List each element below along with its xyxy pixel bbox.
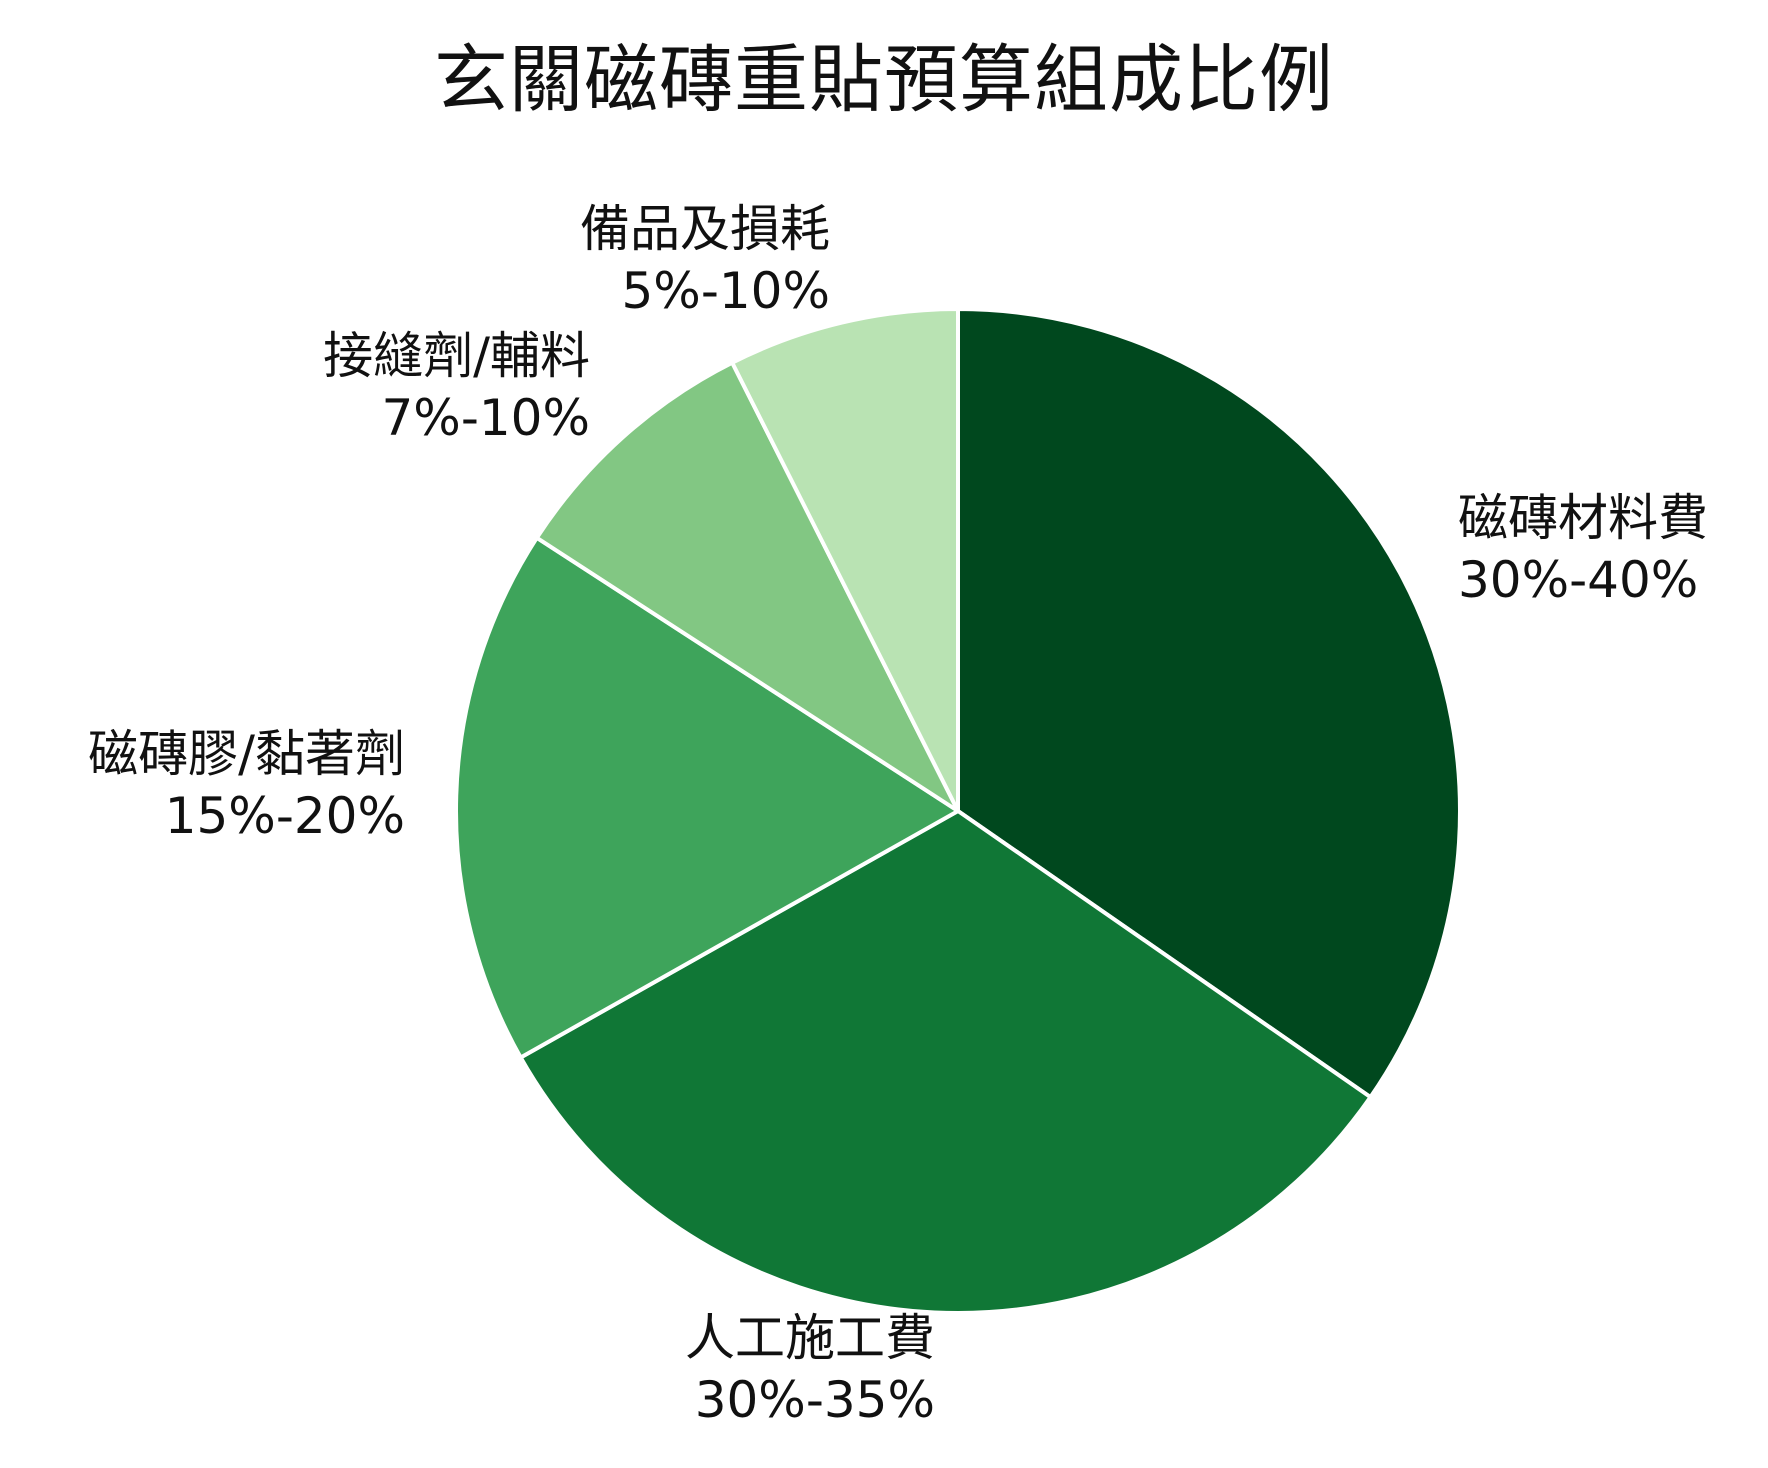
slice-tile-material (956, 307, 1462, 1100)
slice-labor (518, 809, 1373, 1315)
slice-label-spares: 備品及損耗 5%-10% (480, 198, 830, 322)
slice-label-range: 30%-35% (694, 1371, 935, 1429)
slice-label-adhesive: 磁磚膠/黏著劑 15%-20% (20, 723, 405, 847)
slice-grout (534, 360, 960, 813)
slice-label-text: 備品及損耗 (580, 200, 830, 258)
slice-label-range: 5%-10% (621, 262, 831, 320)
slice-label-labor: 人工施工費 30%-35% (630, 1307, 935, 1431)
slice-label-text: 磁磚材料費 (1458, 489, 1708, 547)
slice-label-text: 接縫劑/輔料 (323, 327, 590, 385)
chart-title: 玄關磁磚重貼預算組成比例 (434, 37, 1334, 123)
slice-label-tile-material: 磁磚材料費 30%-40% (1458, 487, 1708, 611)
slice-label-text: 人工施工費 (685, 1309, 935, 1367)
slice-adhesive (454, 535, 960, 1060)
slice-label-range: 15%-20% (164, 787, 405, 845)
slice-label-grout: 接縫劑/輔料 7%-10% (240, 325, 590, 449)
slice-label-text: 磁磚膠/黏著劑 (88, 725, 405, 783)
slice-label-range: 30%-40% (1458, 551, 1699, 609)
slice-label-range: 7%-10% (381, 389, 591, 447)
slice-spares (730, 307, 960, 813)
